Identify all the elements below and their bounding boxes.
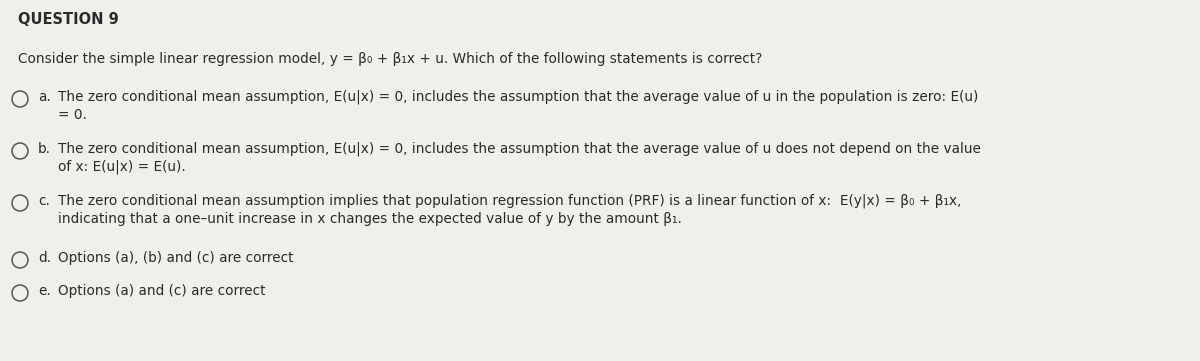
Text: a.: a. — [38, 90, 50, 104]
Text: The zero conditional mean assumption implies that population regression function: The zero conditional mean assumption imp… — [58, 194, 961, 209]
Text: = 0.: = 0. — [58, 108, 86, 122]
Text: of x: E(u|x) = E(u).: of x: E(u|x) = E(u). — [58, 160, 186, 174]
Text: c.: c. — [38, 194, 50, 208]
Text: The zero conditional mean assumption, E(u|x) = 0, includes the assumption that t: The zero conditional mean assumption, E(… — [58, 142, 980, 157]
Text: e.: e. — [38, 284, 50, 298]
Text: d.: d. — [38, 251, 50, 265]
Text: QUESTION 9: QUESTION 9 — [18, 12, 119, 27]
Text: indicating that a one–unit increase in x changes the expected value of y by the : indicating that a one–unit increase in x… — [58, 212, 682, 226]
Text: Options (a) and (c) are correct: Options (a) and (c) are correct — [58, 284, 265, 298]
Text: Consider the simple linear regression model, y = β₀ + β₁x + u. Which of the foll: Consider the simple linear regression mo… — [18, 52, 762, 66]
Text: b.: b. — [38, 142, 50, 156]
Text: The zero conditional mean assumption, E(u|x) = 0, includes the assumption that t: The zero conditional mean assumption, E(… — [58, 90, 978, 104]
Text: Options (a), (b) and (c) are correct: Options (a), (b) and (c) are correct — [58, 251, 294, 265]
